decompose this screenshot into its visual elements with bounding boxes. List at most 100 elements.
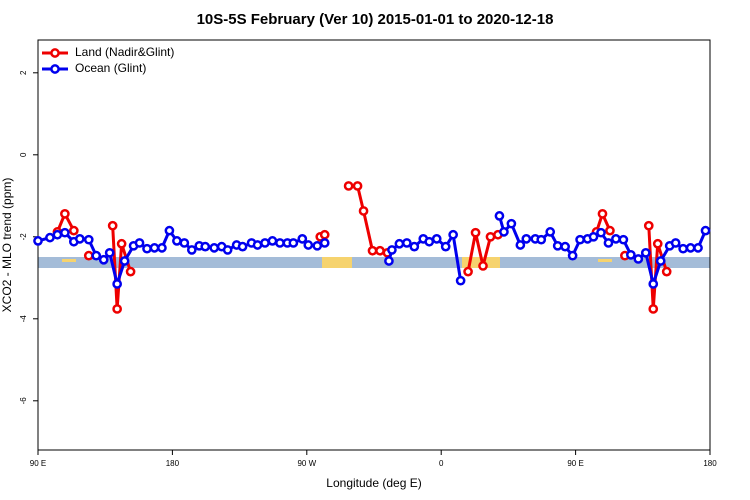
data-point <box>424 236 435 247</box>
data-point <box>200 241 211 252</box>
data-point <box>560 241 570 252</box>
data-point <box>545 227 556 237</box>
data-point <box>643 220 654 231</box>
data-point <box>149 243 160 253</box>
data-point <box>648 279 659 289</box>
data-point <box>104 247 115 258</box>
land-mask <box>38 257 710 268</box>
data-point <box>470 227 481 238</box>
data-point <box>297 234 308 244</box>
data-point <box>506 218 517 229</box>
data-point <box>252 240 263 250</box>
data-point <box>60 227 70 238</box>
x-tick-label: 90 E <box>567 459 583 468</box>
data-point <box>693 243 703 253</box>
x-axis-label: Longitude (deg E) <box>326 476 421 490</box>
data-point <box>597 208 608 219</box>
data-point <box>237 241 248 252</box>
data-point <box>387 245 397 255</box>
data-point <box>700 225 711 236</box>
data-point <box>209 243 220 253</box>
data-point <box>536 234 547 245</box>
data-point <box>179 238 190 248</box>
y-tick-label: 2 <box>19 70 28 75</box>
data-point <box>107 220 118 231</box>
data-point <box>485 231 496 242</box>
data-point <box>515 240 526 250</box>
data-point <box>83 234 94 245</box>
data-point <box>275 238 285 248</box>
y-axis-label: XCO2 - MLO trend (ppm) <box>0 178 14 313</box>
data-point <box>125 266 136 277</box>
y-tick-label: -2 <box>19 233 28 241</box>
data-point <box>648 304 659 314</box>
data-point <box>575 234 585 245</box>
x-tick-label: 0 <box>439 459 444 468</box>
data-point <box>409 241 420 252</box>
data-point <box>352 181 363 191</box>
data-point <box>603 238 614 248</box>
data-point <box>112 279 122 289</box>
data-point <box>260 238 270 248</box>
legend-label: Land (Nadir&Glint) <box>75 45 174 59</box>
data-point <box>319 229 330 240</box>
data-point <box>588 231 599 242</box>
data-point <box>119 256 130 266</box>
data-point <box>626 249 636 260</box>
data-point <box>172 236 182 246</box>
data-point <box>222 245 233 255</box>
data-point <box>74 234 85 244</box>
data-point <box>611 234 621 244</box>
data-point <box>33 236 43 246</box>
data-point <box>312 240 323 251</box>
data-point <box>494 211 505 221</box>
data-point <box>52 229 63 240</box>
data-point <box>186 245 197 255</box>
data-point <box>402 238 412 248</box>
data-point <box>521 234 532 244</box>
data-point <box>384 256 394 266</box>
data-point <box>164 225 175 236</box>
data-point <box>142 243 152 254</box>
data-point <box>303 240 314 250</box>
data-point <box>670 238 681 248</box>
data-point <box>552 240 563 251</box>
data-point <box>431 234 442 244</box>
x-tick-label: 180 <box>166 459 180 468</box>
chart-title: 10S-5S February (Ver 10) 2015-01-01 to 2… <box>197 11 554 28</box>
data-point <box>288 238 299 248</box>
data-point <box>343 181 354 191</box>
legend-marker <box>50 48 60 58</box>
data-point <box>655 256 666 266</box>
x-tick-label: 90 W <box>297 459 316 468</box>
data-point <box>455 275 466 286</box>
data-point <box>60 208 70 219</box>
data-point <box>596 227 606 238</box>
data-point <box>678 243 688 254</box>
data-point <box>367 245 378 256</box>
data-point <box>448 229 458 240</box>
legend-marker <box>50 64 60 74</box>
data-point <box>440 241 451 252</box>
data-point <box>478 261 488 271</box>
data-point <box>157 243 167 253</box>
data-point <box>463 266 473 277</box>
y-tick-label: -4 <box>19 315 28 323</box>
data-point <box>91 250 102 261</box>
legend-label: Ocean (Glint) <box>75 61 146 75</box>
x-tick-label: 180 <box>703 459 717 468</box>
data-point <box>652 238 663 249</box>
data-point <box>319 238 330 248</box>
data-point <box>499 227 509 237</box>
data-point <box>633 254 644 264</box>
data-point <box>134 238 145 248</box>
y-tick-label: 0 <box>19 152 28 157</box>
data-point <box>358 206 369 216</box>
data-point <box>116 238 127 249</box>
x-tick-label: 90 E <box>30 459 46 468</box>
data-point <box>567 250 578 261</box>
data-point <box>83 250 94 261</box>
data-point <box>45 232 55 243</box>
data-point <box>640 247 651 258</box>
